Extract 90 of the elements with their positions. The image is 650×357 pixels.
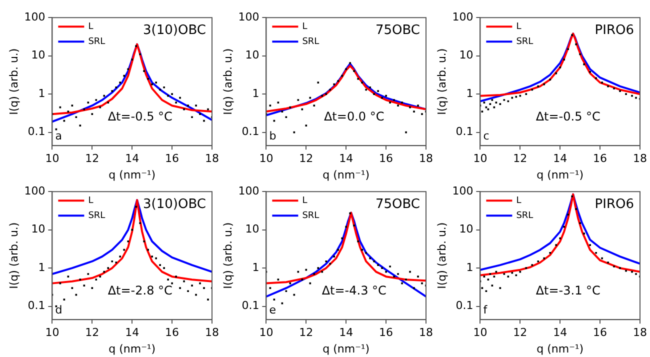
x-tick-label: 16 <box>165 152 180 166</box>
y-tick-label: 0.1 <box>242 125 260 138</box>
annotation: f <box>483 303 488 316</box>
legend-label: SRL <box>516 36 534 47</box>
annotation: d <box>55 303 62 316</box>
x-axis-title: q (nm⁻¹) <box>322 342 370 356</box>
y-axis-title: I(q) (arb. u.) <box>221 48 234 115</box>
annotation: Δt=-4.3 °C <box>322 284 386 298</box>
y-tick-label: 1 <box>38 86 46 100</box>
y-tick-label: 10 <box>459 48 474 62</box>
x-tick-label: 14 <box>125 152 140 166</box>
legend-label: L <box>88 22 94 32</box>
x-tick-label: 18 <box>419 326 433 340</box>
y-axis-title: I(q) (arb. u.) <box>435 222 448 289</box>
y-tick-label: 1 <box>466 260 474 274</box>
x-tick-label: 16 <box>593 152 608 166</box>
y-axis-title: I(q) (arb. u.) <box>7 48 20 115</box>
x-axis-title: q (nm⁻¹) <box>536 342 584 356</box>
y-tick-label: 10 <box>245 48 260 62</box>
y-tick-label: 100 <box>452 184 474 198</box>
x-axis-title: q (nm⁻¹) <box>536 168 584 182</box>
legend-label: L <box>88 196 94 206</box>
legend-label: SRL <box>302 210 320 221</box>
y-tick-label: 0.1 <box>28 299 46 312</box>
annotation: PIRO6 <box>594 196 634 212</box>
x-tick-label: 12 <box>85 152 100 166</box>
y-tick-label: 1 <box>38 260 46 274</box>
legend-label: SRL <box>88 36 106 47</box>
y-axis-title: I(q) (arb. u.) <box>435 48 448 115</box>
x-tick-label: 16 <box>593 326 608 340</box>
y-tick-label: 0.1 <box>242 299 260 312</box>
annotation: 75OBC <box>375 22 420 38</box>
annotation: a <box>55 129 62 142</box>
y-axis-title: I(q) (arb. u.) <box>221 222 234 289</box>
x-tick-label: 12 <box>299 326 314 340</box>
annotation: 3(10)OBC <box>143 22 206 38</box>
y-axis-title: I(q) (arb. u.) <box>7 222 20 289</box>
y-tick-label: 10 <box>245 222 260 236</box>
x-tick-label: 16 <box>379 326 394 340</box>
x-tick-label: 18 <box>419 152 433 166</box>
y-tick-label: 1 <box>466 86 474 100</box>
x-tick-label: 18 <box>205 326 219 340</box>
x-axis-title: q (nm⁻¹) <box>108 168 156 182</box>
x-tick-label: 14 <box>553 152 568 166</box>
legend-label: L <box>516 22 522 32</box>
x-tick-label: 18 <box>633 326 647 340</box>
legend-label: L <box>516 196 522 206</box>
x-tick-label: 18 <box>633 152 647 166</box>
x-axis-title: q (nm⁻¹) <box>108 342 156 356</box>
y-tick-label: 10 <box>459 222 474 236</box>
x-tick-label: 18 <box>205 152 219 166</box>
y-tick-label: 10 <box>31 48 46 62</box>
x-tick-label: 14 <box>125 326 140 340</box>
annotation: Δt=-2.8 °C <box>108 284 172 298</box>
annotation: e <box>269 303 276 316</box>
y-tick-label: 1 <box>252 260 260 274</box>
annotation: c <box>483 129 490 142</box>
x-tick-label: 12 <box>513 152 528 166</box>
y-tick-label: 100 <box>238 184 260 198</box>
annotation: 3(10)OBC <box>143 196 206 212</box>
x-tick-label: 14 <box>339 326 354 340</box>
annotation: Δt=-0.5 °C <box>536 110 600 124</box>
x-tick-label: 12 <box>85 326 100 340</box>
legend-label: SRL <box>302 36 320 47</box>
annotation: Δt=-3.1 °C <box>536 284 600 298</box>
legend-label: SRL <box>516 210 534 221</box>
y-tick-label: 0.1 <box>456 299 474 312</box>
y-tick-label: 100 <box>24 10 46 24</box>
legend-label: SRL <box>88 210 106 221</box>
y-tick-label: 1 <box>252 86 260 100</box>
x-tick-label: 14 <box>553 326 568 340</box>
legend-label: L <box>302 196 308 206</box>
y-tick-label: 100 <box>452 10 474 24</box>
legend-label: L <box>302 22 308 32</box>
annotation: PIRO6 <box>594 22 634 38</box>
x-tick-label: 16 <box>165 326 180 340</box>
y-tick-label: 0.1 <box>456 125 474 138</box>
x-axis-title: q (nm⁻¹) <box>322 168 370 182</box>
y-tick-label: 10 <box>31 222 46 236</box>
x-tick-label: 12 <box>513 326 528 340</box>
annotation: 75OBC <box>375 196 420 212</box>
y-tick-label: 0.1 <box>28 125 46 138</box>
x-tick-label: 16 <box>379 152 394 166</box>
annotation: Δt=-0.5 °C <box>108 110 172 124</box>
annotation: Δt=0.0 °C <box>324 110 384 124</box>
y-tick-label: 100 <box>238 10 260 24</box>
x-tick-label: 12 <box>299 152 314 166</box>
x-tick-label: 14 <box>339 152 354 166</box>
y-tick-label: 100 <box>24 184 46 198</box>
annotation: b <box>269 129 276 142</box>
